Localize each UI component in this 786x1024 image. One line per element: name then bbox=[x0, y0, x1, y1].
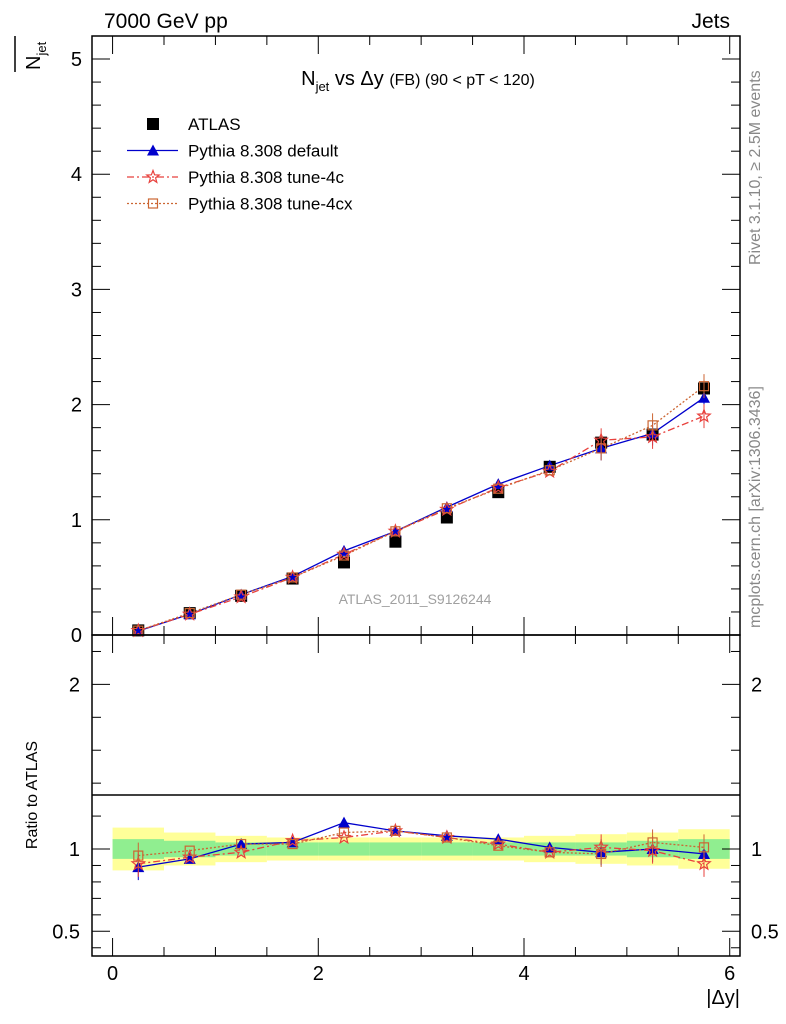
ratio-y-tick-label-right: 2 bbox=[751, 674, 762, 696]
data-point bbox=[184, 608, 195, 619]
x-axis-label: |Δy| bbox=[706, 987, 740, 1009]
legend-marker bbox=[147, 144, 159, 156]
ratio-y-tick-label: 1 bbox=[69, 839, 80, 861]
main-y-label: Njet bbox=[14, 36, 49, 72]
x-tick-label: 6 bbox=[724, 963, 735, 985]
y-tick-label: 2 bbox=[71, 395, 82, 417]
y-tick-label: 0 bbox=[71, 625, 82, 647]
data-point bbox=[698, 381, 710, 392]
data-point bbox=[441, 503, 452, 514]
data-point bbox=[287, 572, 298, 583]
data-point bbox=[389, 535, 402, 548]
ratio-plot-frame bbox=[91, 634, 741, 957]
data-point bbox=[492, 478, 505, 490]
ratio-point bbox=[338, 816, 350, 828]
legend-label: ATLAS bbox=[188, 115, 241, 134]
rivet-label: Rivet 3.1.10, ≥ 2.5M events bbox=[747, 70, 764, 265]
data-point bbox=[644, 428, 661, 444]
ratio-point bbox=[284, 832, 301, 848]
data-point bbox=[338, 544, 350, 556]
ratio-point bbox=[235, 838, 248, 850]
ratio-y-label: Ratio to ATLAS bbox=[24, 741, 41, 849]
data-point bbox=[236, 589, 247, 600]
ratio-point bbox=[493, 840, 504, 851]
legend: ATLAS Pythia 8.308 default Pythia 8.308 tu… bbox=[127, 115, 353, 214]
y-tick-label: 3 bbox=[71, 279, 82, 301]
inner-band bbox=[164, 840, 216, 858]
y-tick-label: 1 bbox=[71, 510, 82, 532]
inner-band bbox=[318, 842, 370, 856]
data-point bbox=[647, 420, 658, 431]
ratio-point bbox=[544, 847, 555, 858]
main-title: Njet vs Δy (FB) (90 < pT < 120) bbox=[301, 68, 535, 94]
ratio-point bbox=[596, 848, 607, 860]
ratio-point bbox=[441, 832, 452, 843]
legend-marker bbox=[147, 118, 159, 130]
energy-label: 7000 GeV pp bbox=[104, 10, 228, 33]
data-point bbox=[696, 407, 712, 423]
ratio-series-line bbox=[138, 822, 705, 868]
series-line bbox=[138, 385, 705, 632]
ratio-point bbox=[390, 825, 401, 836]
ratio-point bbox=[647, 837, 658, 848]
category-label: Jets bbox=[691, 10, 730, 33]
ratio-point bbox=[233, 844, 249, 860]
ratio-point bbox=[287, 838, 298, 850]
x-tick-label: 4 bbox=[518, 963, 529, 985]
x-tick-label: 2 bbox=[313, 963, 324, 985]
data-point bbox=[493, 483, 504, 494]
ratio-y-tick-label-right: 0.5 bbox=[751, 921, 779, 943]
series-line bbox=[138, 415, 705, 632]
data-point bbox=[338, 550, 350, 561]
data-point bbox=[390, 526, 401, 537]
ratio-point bbox=[698, 842, 710, 853]
analysis-watermark: ATLAS_2011_S9126244 bbox=[339, 591, 492, 607]
ratio-point bbox=[338, 827, 350, 838]
svg-text:Njet: Njet bbox=[23, 41, 49, 70]
main-axis-ticks: 0 1 2 3 4 5 bbox=[71, 35, 740, 647]
legend-marker bbox=[147, 198, 159, 209]
ratio-uncertainty-bands bbox=[112, 827, 730, 871]
legend-label: Pythia 8.308 default bbox=[188, 142, 339, 161]
data-point bbox=[596, 443, 607, 454]
ratio-point bbox=[236, 838, 247, 850]
legend-label: Pythia 8.308 tune-4c bbox=[188, 168, 344, 187]
ratio-y-tick-label: 0.5 bbox=[52, 921, 80, 943]
y-tick-label: 5 bbox=[71, 49, 82, 71]
ratio-point bbox=[184, 845, 195, 856]
inner-band bbox=[421, 842, 473, 856]
legend-marker bbox=[145, 168, 161, 184]
legend-label: Pythia 8.308 tune-4cx bbox=[188, 195, 353, 214]
inner-band bbox=[369, 842, 422, 856]
ratio-point bbox=[696, 855, 712, 871]
ratio-y-tick-label: 2 bbox=[69, 674, 80, 696]
mcplots-label: mcplots.cern.ch [arXiv:1306.3436] bbox=[747, 386, 764, 628]
ratio-y-tick-label-right: 1 bbox=[751, 839, 762, 861]
ratio-plot-series bbox=[130, 816, 712, 881]
ratio-point bbox=[133, 850, 144, 861]
ratio-axis-ticks: 0.5 0.5 1 1 2 2 0 2 4 6 bbox=[52, 635, 779, 985]
ratio-series-line bbox=[138, 830, 705, 857]
x-tick-label: 0 bbox=[107, 963, 118, 985]
main-plot-series bbox=[130, 374, 712, 638]
y-tick-label: 4 bbox=[71, 164, 82, 186]
data-point bbox=[544, 465, 555, 476]
